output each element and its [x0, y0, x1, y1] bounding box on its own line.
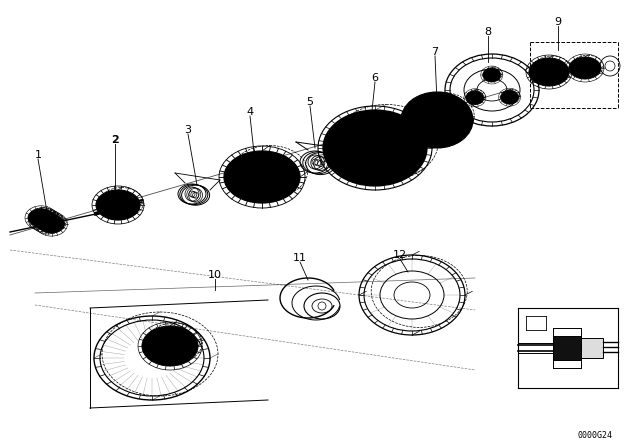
Text: 0000G24: 0000G24 [577, 431, 612, 439]
Ellipse shape [529, 58, 569, 86]
Ellipse shape [142, 326, 198, 366]
Ellipse shape [500, 90, 518, 104]
Ellipse shape [483, 68, 500, 82]
Text: 7: 7 [431, 47, 438, 57]
Text: 10: 10 [208, 270, 222, 280]
Ellipse shape [466, 91, 484, 105]
Ellipse shape [96, 190, 140, 220]
Ellipse shape [31, 211, 58, 229]
Text: 6: 6 [371, 73, 378, 83]
Ellipse shape [38, 215, 65, 233]
Ellipse shape [401, 92, 473, 148]
Ellipse shape [443, 114, 459, 126]
Ellipse shape [422, 123, 438, 135]
Ellipse shape [224, 151, 300, 203]
Text: 4: 4 [246, 107, 253, 117]
Ellipse shape [323, 110, 427, 186]
Bar [581, 338, 603, 358]
Text: 2: 2 [111, 135, 119, 145]
Text: 5: 5 [307, 97, 314, 107]
Ellipse shape [569, 57, 601, 79]
Text: 9: 9 [554, 17, 561, 27]
Text: 3: 3 [184, 125, 191, 135]
Text: 1: 1 [35, 150, 42, 160]
Bar [553, 336, 581, 360]
Text: 12: 12 [393, 250, 407, 260]
Ellipse shape [28, 209, 54, 227]
Ellipse shape [422, 105, 438, 117]
Text: 8: 8 [484, 27, 492, 37]
Ellipse shape [35, 213, 61, 231]
Text: 11: 11 [293, 253, 307, 263]
